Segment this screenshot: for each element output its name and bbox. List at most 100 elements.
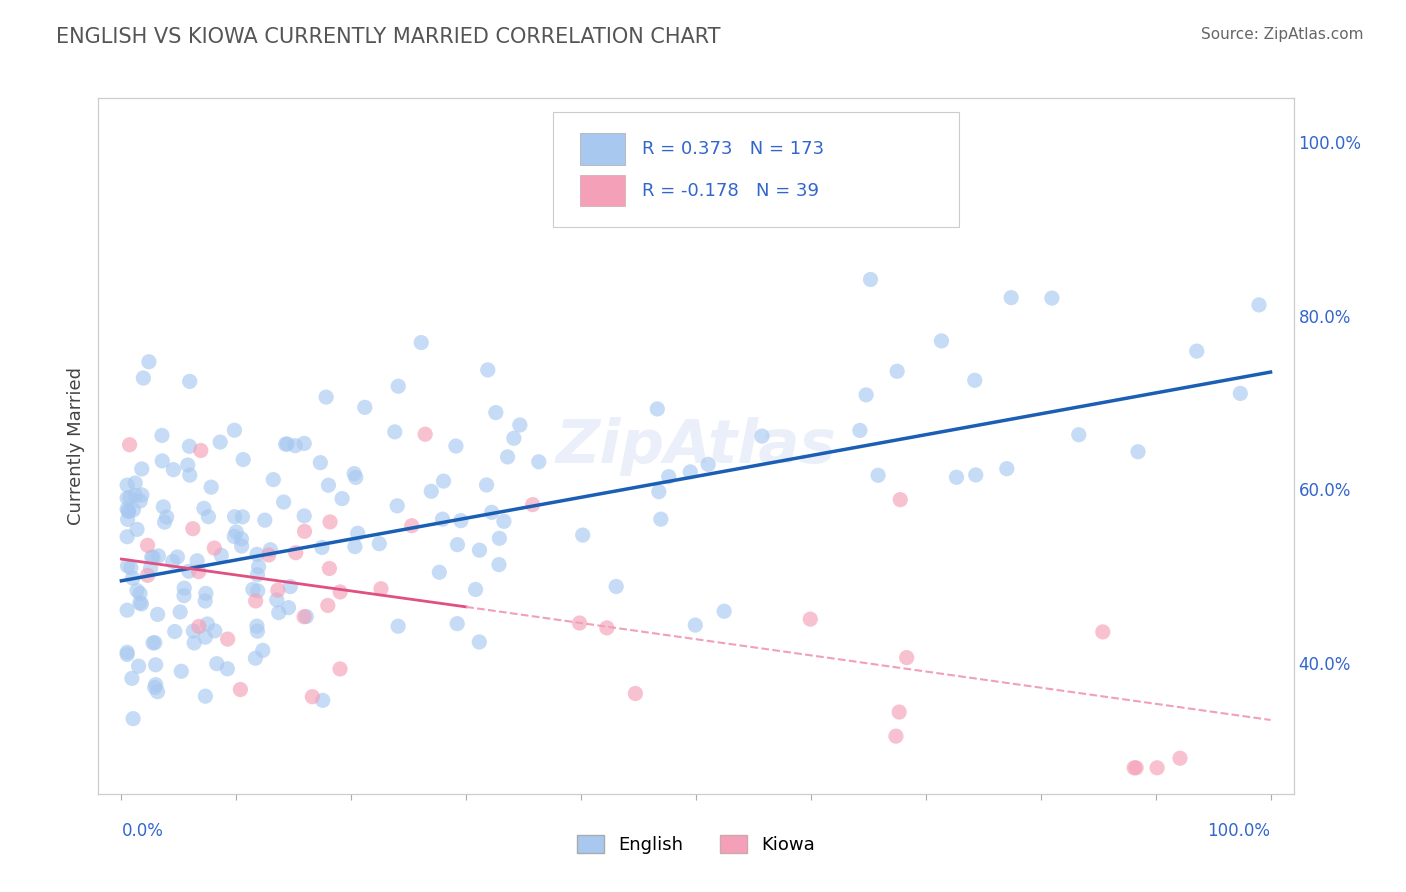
Point [246, 547, 269, 561]
Point [432, 512, 454, 526]
Point [886, 364, 908, 378]
Point [1000, 291, 1022, 305]
Point [679, 465, 702, 479]
Point [488, 558, 510, 572]
Point [242, 582, 264, 597]
Point [245, 594, 267, 608]
Point [387, 499, 409, 513]
Point [446, 538, 468, 552]
Point [117, 504, 139, 518]
Point [446, 616, 468, 631]
Point [136, 568, 159, 582]
Point [115, 478, 138, 492]
Point [401, 518, 423, 533]
Point [278, 580, 301, 594]
Point [658, 469, 681, 483]
Point [217, 662, 239, 676]
Point [896, 650, 918, 665]
Point [277, 600, 299, 615]
Point [444, 439, 467, 453]
Point [316, 599, 339, 613]
Point [509, 417, 531, 432]
Point [231, 532, 253, 546]
Point [115, 645, 138, 659]
Point [353, 401, 375, 415]
Point [697, 458, 720, 472]
Point [650, 512, 672, 526]
Point [124, 488, 146, 502]
Point [411, 335, 433, 350]
Point [224, 509, 246, 524]
Point [247, 559, 270, 574]
Point [136, 538, 159, 552]
Point [246, 567, 269, 582]
Point [150, 428, 173, 442]
Point [1040, 291, 1063, 305]
Point [343, 540, 366, 554]
Point [329, 662, 352, 676]
Point [344, 470, 367, 484]
Point [179, 375, 201, 389]
Point [245, 651, 267, 665]
Point [963, 373, 986, 387]
Point [187, 619, 209, 633]
Point [855, 388, 877, 402]
Point [596, 621, 619, 635]
Point [889, 705, 911, 719]
Point [468, 635, 491, 649]
Point [292, 436, 315, 450]
Point [224, 423, 246, 437]
Point [257, 548, 280, 562]
Point [139, 561, 162, 575]
Point [128, 596, 150, 610]
Point [153, 515, 176, 529]
Point [120, 560, 142, 574]
Text: R = -0.178   N = 39: R = -0.178 N = 39 [643, 182, 820, 200]
Point [148, 549, 170, 563]
Point [129, 586, 152, 600]
Point [173, 589, 195, 603]
Point [1125, 761, 1147, 775]
Point [315, 390, 337, 404]
Point [253, 513, 276, 527]
Point [145, 657, 167, 672]
Point [118, 438, 141, 452]
Point [309, 456, 332, 470]
Point [118, 491, 141, 505]
Point [143, 681, 166, 695]
Point [624, 686, 647, 700]
Point [330, 491, 353, 506]
Point [995, 461, 1018, 475]
Point [273, 495, 295, 509]
Legend: English, Kiowa: English, Kiowa [569, 828, 823, 862]
Point [284, 439, 307, 453]
Point [259, 542, 281, 557]
Point [276, 437, 298, 451]
Point [884, 729, 907, 743]
Point [292, 609, 315, 624]
Point [496, 450, 519, 464]
Point [346, 526, 368, 541]
Point [152, 500, 174, 514]
Text: Source: ZipAtlas.com: Source: ZipAtlas.com [1201, 27, 1364, 42]
Point [1146, 761, 1168, 775]
Point [368, 537, 391, 551]
Point [267, 606, 290, 620]
Point [209, 435, 232, 450]
Point [187, 565, 209, 579]
Point [141, 550, 163, 565]
Point [527, 455, 550, 469]
Point [121, 672, 143, 686]
Point [194, 594, 217, 608]
Point [145, 678, 167, 692]
Point [200, 480, 222, 494]
Point [685, 618, 707, 632]
Point [177, 564, 200, 578]
Point [115, 648, 138, 662]
Point [605, 579, 627, 593]
Point [131, 462, 153, 476]
Point [945, 470, 967, 484]
Point [204, 624, 226, 638]
Point [197, 617, 219, 632]
Point [117, 504, 139, 518]
